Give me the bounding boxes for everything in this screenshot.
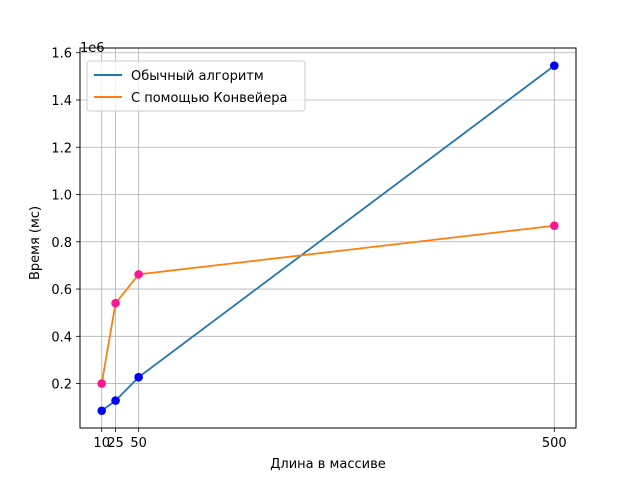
legend: Обычный алгоритм С помощью Конвейера	[86, 60, 306, 112]
x-tick-label: 500	[542, 436, 567, 451]
series-1-point	[134, 372, 143, 382]
y-tick-label: 1.2	[51, 141, 72, 156]
legend-box	[86, 60, 306, 112]
x-tick-label: 10	[93, 436, 110, 451]
series-1-point	[97, 406, 107, 416]
series-2-point	[134, 270, 143, 279]
series-2-point	[111, 298, 120, 308]
y-tick-label: 1.4	[51, 94, 72, 109]
series-2-point	[97, 379, 107, 388]
y-axis-label: Время (мс)	[28, 206, 43, 280]
y-tick-label: 0.6	[51, 283, 72, 298]
x-tick-label: 25	[107, 436, 124, 451]
y-tick-label: 0.4	[51, 330, 72, 345]
x-axis-label: Длина в массиве	[270, 457, 385, 472]
series-line-1	[101, 65, 555, 412]
y-tick-label: 0.2	[51, 378, 72, 393]
legend-label-series-2: С помощью Конвейера	[131, 91, 287, 106]
y-tick-label: 0.8	[51, 236, 72, 251]
y-tick-label: 1.6	[51, 47, 72, 62]
y-tick-label: 1.0	[51, 189, 72, 204]
series-line-2	[100, 224, 555, 384]
series-2-point	[549, 221, 559, 231]
series-1-point	[111, 396, 120, 405]
legend-label-series-1: Обычный алгоритм	[131, 69, 264, 84]
x-tick-label: 50	[130, 436, 147, 451]
series-1-point	[549, 61, 559, 71]
series-layer	[97, 61, 559, 416]
y-axis-offset-label: 1e6	[80, 41, 105, 56]
plot-area-frame	[79, 47, 577, 429]
